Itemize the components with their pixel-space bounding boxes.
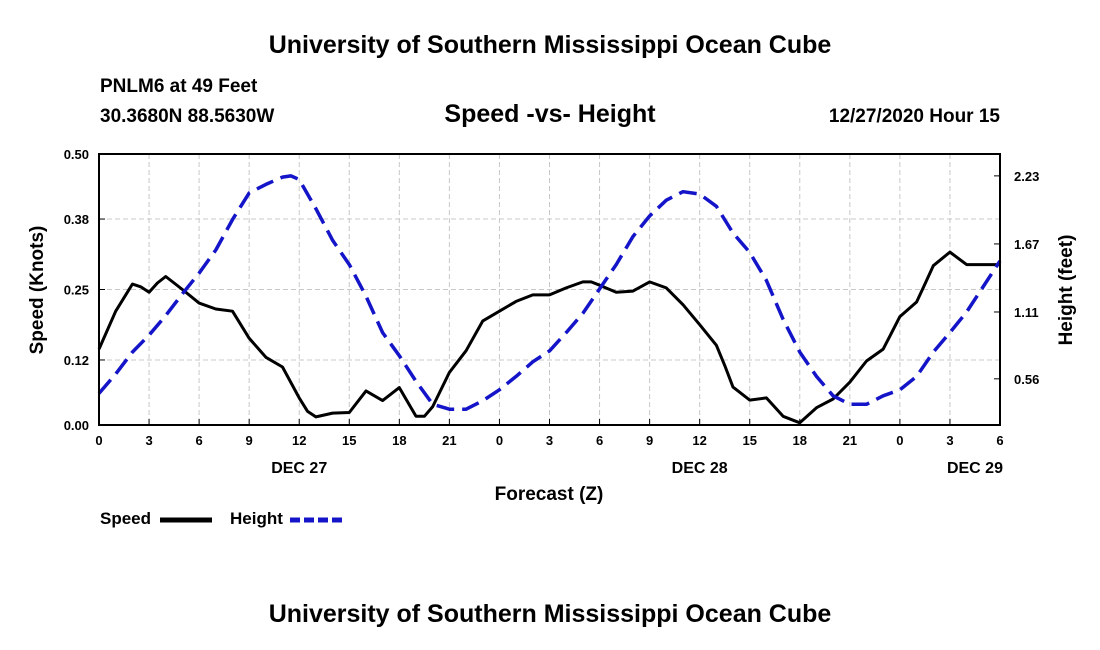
- y-axis-label-right: Height (feet): [1056, 235, 1077, 346]
- x-tick-label: 6: [596, 433, 603, 448]
- x-tick-label: 6: [996, 433, 1003, 448]
- y-tick-label-left: 0.50: [64, 147, 89, 162]
- x-tick-label: 3: [546, 433, 553, 448]
- y-tick-label-right: 2.23: [1014, 169, 1039, 184]
- x-tick-label: 18: [793, 433, 807, 448]
- x-tick-label: 9: [246, 433, 253, 448]
- x-tick-label: 3: [946, 433, 953, 448]
- x-tick-label: 15: [342, 433, 356, 448]
- axes: 0 3 6 9 12 15 18 21 0 3 6 9 12 15 18 21 0 3 6 DEC 27 DEC 28 D…: [64, 147, 1040, 477]
- y-tick-label-right: 1.67: [1014, 237, 1039, 252]
- date-label: DEC 27: [271, 460, 327, 477]
- station-coords: 30.3680N 88.5630W: [100, 106, 275, 127]
- date-label: DEC 29: [947, 460, 1003, 477]
- chart-title: Speed -vs- Height: [444, 100, 656, 128]
- y-axis-label-left: Speed (Knots): [27, 226, 48, 355]
- x-tick-label: 18: [392, 433, 406, 448]
- series-group: [97, 174, 1002, 425]
- x-tick-label: 3: [145, 433, 152, 448]
- x-tick-label: 0: [896, 433, 903, 448]
- y-tick-label-left: 0.38: [64, 212, 89, 227]
- issue-time: 12/27/2020 Hour 15: [828, 106, 1000, 127]
- date-label: DEC 28: [672, 460, 728, 477]
- y-tick-label-right: 1.11: [1014, 305, 1039, 320]
- x-tick-label: 21: [442, 433, 456, 448]
- legend-speed-label: Speed: [100, 509, 152, 528]
- x-tick-label: 15: [742, 433, 756, 448]
- y-tick-label-right: 0.56: [1014, 372, 1039, 387]
- y-tick-label-left: 0.00: [64, 418, 89, 433]
- x-tick-label: 6: [195, 433, 202, 448]
- x-axis-label: Forecast (Z): [495, 484, 604, 505]
- header-title: University of Southern Mississippi Ocean…: [268, 31, 832, 59]
- y-tick-label-left: 0.12: [64, 353, 89, 368]
- grid: [99, 154, 1000, 425]
- x-tick-label: 12: [692, 433, 706, 448]
- x-tick-label: 0: [496, 433, 503, 448]
- series-speed-line: [97, 250, 1000, 425]
- footer-title: University of Southern Mississippi Ocean…: [268, 600, 832, 628]
- x-tick-label: 12: [292, 433, 306, 448]
- x-tick-label: 21: [843, 433, 857, 448]
- legend-height-label: Height: [230, 509, 283, 528]
- y-tick-label-left: 0.25: [64, 283, 89, 298]
- station-name: PNLM6 at 49 Feet: [100, 76, 258, 97]
- x-tick-label: 9: [646, 433, 653, 448]
- x-tick-label: 0: [95, 433, 102, 448]
